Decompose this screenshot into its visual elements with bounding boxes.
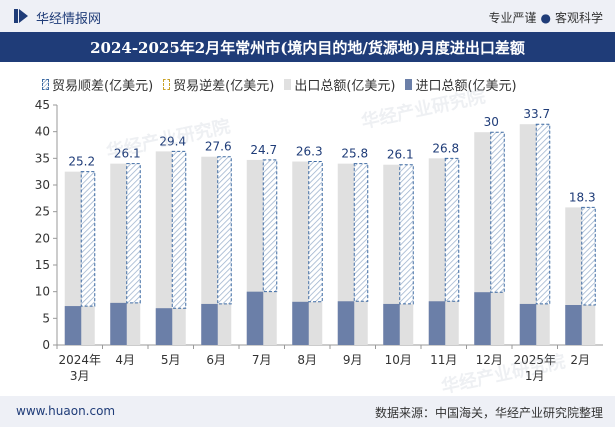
surplus-data-label: 26.1 <box>387 148 414 162</box>
legend-swatch-deficit <box>163 79 171 90</box>
surplus-bar <box>80 171 96 307</box>
surplus-data-label: 25.8 <box>341 147 368 161</box>
import-bar <box>201 303 218 345</box>
surplus-bar <box>490 131 505 293</box>
surplus-data-label: 24.7 <box>250 143 277 157</box>
x-tick-label: 4月 <box>115 353 135 367</box>
y-tick-label: 20 <box>35 231 50 245</box>
surplus-bar <box>126 163 141 304</box>
header-bar <box>0 0 615 32</box>
x-tick-label: 12月 <box>476 353 503 367</box>
surplus-data-label: 27.6 <box>205 140 232 154</box>
import-bar <box>110 302 127 345</box>
x-tick-label: 10月 <box>385 353 412 367</box>
x-tick-label: 8月 <box>297 353 317 367</box>
import-bar <box>64 306 82 345</box>
y-tick-label: 15 <box>35 258 50 272</box>
legend-item-surplus: 贸易顺差(亿美元) <box>42 75 153 94</box>
y-tick-label: 25 <box>35 205 50 219</box>
import-bar <box>155 308 173 345</box>
y-tick-label: 45 <box>35 98 50 112</box>
legend-swatch-import <box>405 79 413 90</box>
surplus-data-label: 26.1 <box>114 147 141 161</box>
surplus-bar <box>399 164 414 305</box>
surplus-data-label: 26.8 <box>432 141 459 155</box>
surplus-bar <box>444 157 460 302</box>
legend-label-surplus: 贸易顺差(亿美元) <box>52 79 154 94</box>
y-tick-label: 10 <box>35 285 50 299</box>
legend-item-import: 进口总额(亿美元) <box>405 75 517 94</box>
surplus-data-label: 30 <box>484 115 499 129</box>
surplus-bar <box>262 159 278 293</box>
legend-label-deficit: 贸易逆差(亿美元) <box>173 79 275 94</box>
x-tick-label: 3月 <box>70 369 90 383</box>
footer-source: 数据来源：中国海关，华经产业研究院整理 <box>374 406 603 420</box>
import-bar <box>383 303 400 345</box>
import-bar <box>565 305 582 345</box>
surplus-data-label: 25.2 <box>68 155 95 169</box>
y-tick-label: 40 <box>35 125 50 139</box>
import-bar <box>519 303 537 345</box>
import-bar <box>292 301 309 345</box>
legend-label-import: 进口总额(亿美元) <box>415 79 517 94</box>
tagline-left: 专业严谨 <box>488 11 537 25</box>
x-tick-label: 5月 <box>161 353 181 367</box>
x-tick-label: 11月 <box>430 353 457 367</box>
surplus-bar <box>353 163 369 302</box>
tagline: 专业严谨 ● 客观科学 <box>488 9 603 26</box>
title-bar <box>0 32 615 62</box>
x-tick-label: 1月 <box>525 369 545 383</box>
footer-bar <box>0 396 615 427</box>
import-bar <box>246 291 264 345</box>
chart-plot: 0 5 10 15 20 25 30 35 40 45 25.2 2024年 3月 26.1 4月 29.4 5… <box>35 98 603 383</box>
brand-name: 华经情报网 <box>36 12 102 27</box>
x-tick-label: 9月 <box>343 353 363 367</box>
y-tick-label: 30 <box>35 178 50 192</box>
y-tick-label: 0 <box>42 338 50 352</box>
x-tick-label: 6月 <box>206 353 226 367</box>
surplus-data-label: 18.3 <box>569 190 596 204</box>
chart-title: 2024-2025年2月年常州市(境内目的地/货源地)月度进出口差额 <box>90 39 525 57</box>
x-tick-label: 2月 <box>570 353 590 367</box>
legend-item-deficit: 贸易逆差(亿美元) <box>163 75 274 94</box>
import-bar <box>428 301 446 345</box>
logo-icon <box>14 9 28 23</box>
import-bar <box>474 292 491 345</box>
surplus-bar <box>217 156 232 305</box>
surplus-bar <box>308 161 323 303</box>
y-tick-label: 35 <box>35 151 50 165</box>
legend-item-export: 出口总额(亿美元) <box>284 75 395 94</box>
tagline-separator: ● <box>540 11 551 25</box>
legend: 贸易顺差(亿美元) 贸易逆差(亿美元) 出口总额(亿美元) 进口总额(亿美元) <box>42 75 517 94</box>
x-tick-label: 7月 <box>252 353 272 367</box>
surplus-data-label: 33.7 <box>523 107 550 121</box>
surplus-bar <box>171 150 187 309</box>
surplus-bar <box>535 123 551 305</box>
x-tick-label: 2025年 <box>513 353 556 367</box>
surplus-data-label: 29.4 <box>159 134 186 148</box>
legend-swatch-surplus <box>42 79 49 90</box>
legend-swatch-export <box>284 79 292 90</box>
x-tick-label: 2024年 <box>58 353 101 367</box>
surplus-bar <box>581 206 596 306</box>
import-bar <box>337 301 355 345</box>
legend-label-export: 出口总额(亿美元) <box>294 79 396 94</box>
surplus-data-label: 26.3 <box>296 145 323 159</box>
footer-website: www.huaon.com <box>16 404 116 418</box>
tagline-right: 客观科学 <box>554 11 603 25</box>
y-tick-label: 5 <box>42 311 50 325</box>
